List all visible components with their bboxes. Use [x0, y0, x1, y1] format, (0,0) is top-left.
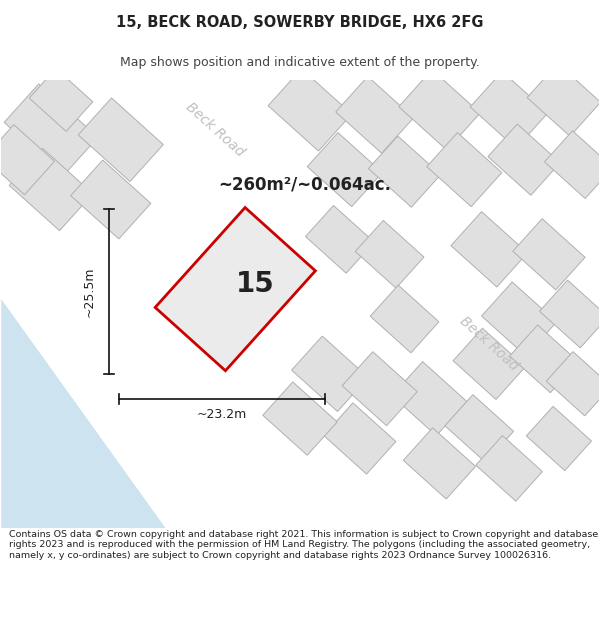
Polygon shape	[392, 362, 467, 436]
Text: ~260m²/~0.064ac.: ~260m²/~0.064ac.	[218, 176, 391, 194]
Polygon shape	[368, 136, 440, 208]
Polygon shape	[1, 299, 166, 528]
Polygon shape	[71, 160, 151, 239]
Polygon shape	[546, 352, 600, 416]
Polygon shape	[539, 280, 600, 348]
Polygon shape	[305, 206, 374, 273]
Polygon shape	[526, 406, 592, 471]
Polygon shape	[509, 325, 578, 392]
Text: Beck Road: Beck Road	[457, 314, 521, 374]
Polygon shape	[342, 352, 417, 426]
Polygon shape	[488, 124, 560, 195]
Polygon shape	[453, 328, 526, 399]
Text: ~23.2m: ~23.2m	[197, 408, 247, 421]
Polygon shape	[399, 70, 480, 150]
Text: Map shows position and indicative extent of the property.: Map shows position and indicative extent…	[120, 56, 480, 69]
Polygon shape	[527, 64, 600, 136]
Text: 15, BECK ROAD, SOWERBY BRIDGE, HX6 2FG: 15, BECK ROAD, SOWERBY BRIDGE, HX6 2FG	[116, 15, 484, 30]
Polygon shape	[482, 282, 557, 356]
Polygon shape	[470, 71, 548, 148]
Polygon shape	[4, 84, 98, 176]
Polygon shape	[78, 98, 163, 182]
Polygon shape	[292, 336, 368, 411]
Text: Beck Road: Beck Road	[184, 100, 247, 159]
Polygon shape	[96, 80, 389, 299]
Polygon shape	[476, 436, 542, 501]
Polygon shape	[370, 285, 439, 353]
Polygon shape	[307, 132, 382, 207]
Polygon shape	[29, 69, 93, 131]
Polygon shape	[513, 219, 585, 290]
Polygon shape	[263, 382, 337, 455]
Polygon shape	[250, 299, 599, 528]
Polygon shape	[544, 131, 600, 199]
Polygon shape	[323, 403, 396, 474]
Polygon shape	[155, 208, 316, 371]
Text: Contains OS data © Crown copyright and database right 2021. This information is : Contains OS data © Crown copyright and d…	[9, 530, 598, 560]
Polygon shape	[403, 428, 476, 499]
Polygon shape	[9, 148, 93, 231]
Polygon shape	[336, 76, 413, 153]
Polygon shape	[451, 212, 527, 287]
Polygon shape	[380, 329, 599, 528]
Text: 15: 15	[236, 270, 275, 298]
Text: ~25.5m: ~25.5m	[82, 266, 95, 317]
Polygon shape	[0, 125, 55, 194]
Polygon shape	[355, 221, 424, 288]
Polygon shape	[445, 394, 514, 462]
Polygon shape	[268, 69, 352, 151]
Polygon shape	[427, 132, 502, 207]
